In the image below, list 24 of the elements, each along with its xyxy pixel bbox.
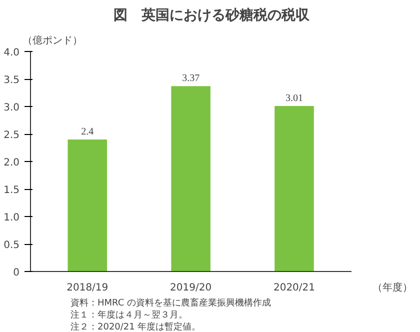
y-tick-label: 2.5 [4, 130, 20, 141]
y-axis-title: （億ポンド） [22, 34, 82, 46]
y-tick-label: 3.5 [4, 75, 20, 86]
y-tick-label: 2.0 [4, 158, 20, 168]
x-axis-title: （年度） [372, 282, 412, 294]
y-tick-label: 1.0 [4, 212, 20, 224]
data-label: 3.37 [182, 73, 200, 84]
bar [274, 106, 314, 272]
y-tick-label: 0 [13, 268, 20, 278]
y-tick-label: 3.0 [4, 102, 20, 114]
y-tick-label: 4.0 [4, 48, 20, 58]
bar [171, 86, 210, 272]
chart-title: 図 英国における砂糖税の税収 [114, 6, 310, 24]
text: 注２：2020/21 年度は暫定値。 [70, 322, 201, 332]
text: 注１：年度は４月～翌３月。 [70, 310, 188, 320]
text: 資料：HMRC の資料を基に農畜産業振興機構作成 [70, 298, 271, 308]
data-label: 2.4 [81, 126, 94, 138]
y-tick-label: 1.5 [4, 185, 20, 196]
y-tick-label: 0.5 [4, 240, 20, 251]
x-tick-label: 2020/21 [273, 282, 316, 294]
x-tick-label: 2019/20 [170, 282, 212, 294]
bar [68, 140, 108, 272]
data-label: 3.01 [285, 92, 303, 104]
x-tick-label: 2018/19 [66, 282, 108, 294]
